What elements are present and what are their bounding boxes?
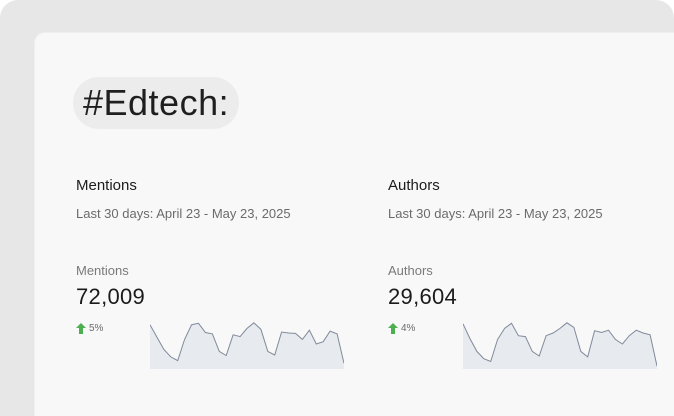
sparkline-area — [150, 322, 344, 369]
sparkline-line — [463, 322, 657, 367]
sparkline-line — [150, 322, 344, 364]
metric-title: Mentions — [76, 177, 137, 194]
metric-title: Authors — [388, 177, 440, 194]
change-indicator: 5% — [76, 323, 103, 334]
date-range: Last 30 days: April 23 - May 23, 2025 — [388, 206, 603, 221]
change-indicator: 4% — [388, 323, 415, 334]
change-value: 4% — [401, 323, 416, 334]
hashtag-pill: #Edtech: — [73, 77, 240, 129]
hashtag-title: #Edtech: — [83, 82, 230, 123]
metric-label: Mentions — [76, 263, 129, 278]
metric-label: Authors — [388, 263, 433, 278]
metric-value: 29,604 — [388, 284, 458, 309]
up-arrow-icon — [76, 323, 86, 334]
authors-sparkline — [463, 322, 657, 369]
up-arrow-icon — [388, 323, 398, 334]
date-range: Last 30 days: April 23 - May 23, 2025 — [76, 206, 291, 221]
metric-value: 72,009 — [76, 284, 146, 309]
mentions-sparkline — [150, 322, 344, 369]
sparkline-area — [463, 322, 657, 369]
change-value: 5% — [89, 323, 104, 334]
hashtag-card: #Edtech: Mentions Last 30 days: April 23… — [35, 33, 674, 416]
